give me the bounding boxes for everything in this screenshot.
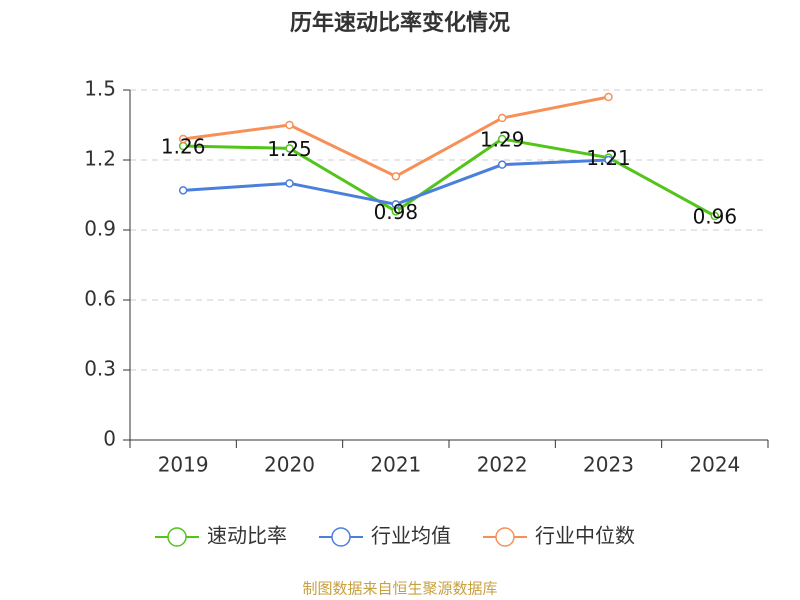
chart-title: 历年速动比率变化情况 (290, 10, 510, 36)
data-label: 0.96 (693, 205, 738, 229)
y-tick-label: 0.6 (84, 287, 116, 311)
y-tick-label: 0.9 (84, 217, 116, 241)
legend-marker (495, 527, 515, 547)
data-point (497, 134, 507, 144)
data-point (497, 113, 507, 123)
y-tick-label: 1.2 (84, 147, 116, 171)
data-point (285, 144, 294, 153)
y-tick-label: 1.5 (84, 77, 116, 101)
x-tick-label: 2019 (158, 453, 209, 477)
data-point (710, 211, 720, 221)
series-line (183, 158, 609, 206)
x-tick-label: 2021 (370, 453, 421, 477)
x-tick-label: 2023 (583, 453, 634, 477)
x-tick-label: 2020 (264, 453, 315, 477)
data-label: 1.26 (161, 135, 206, 159)
data-label: 0.98 (374, 200, 419, 224)
legend-marker (167, 527, 187, 547)
legend-label: 行业均值 (371, 524, 451, 548)
series-line (183, 137, 716, 218)
y-tick-label: 0.3 (84, 357, 116, 381)
data-point (285, 120, 294, 130)
legend-marker (331, 527, 351, 547)
data-point (391, 200, 401, 209)
legend-label: 行业中位数 (535, 524, 635, 548)
data-point (391, 172, 401, 181)
data-label: 1.25 (267, 137, 312, 161)
data-point (285, 179, 294, 188)
x-tick-label: 2022 (477, 453, 528, 477)
series-line (182, 95, 609, 179)
data-label: 1.29 (480, 128, 525, 152)
data-point (497, 160, 507, 169)
x-tick-label: 2024 (689, 453, 740, 477)
data-point (604, 92, 613, 102)
data-point (178, 134, 188, 144)
data-point (178, 186, 188, 195)
data-point (604, 155, 613, 165)
legend-label: 速动比率 (207, 524, 287, 548)
y-tick-label: 0 (103, 427, 116, 451)
data-label: 1.21 (586, 146, 631, 170)
source-note: 制图数据来自恒生聚源数据库 (302, 580, 497, 598)
